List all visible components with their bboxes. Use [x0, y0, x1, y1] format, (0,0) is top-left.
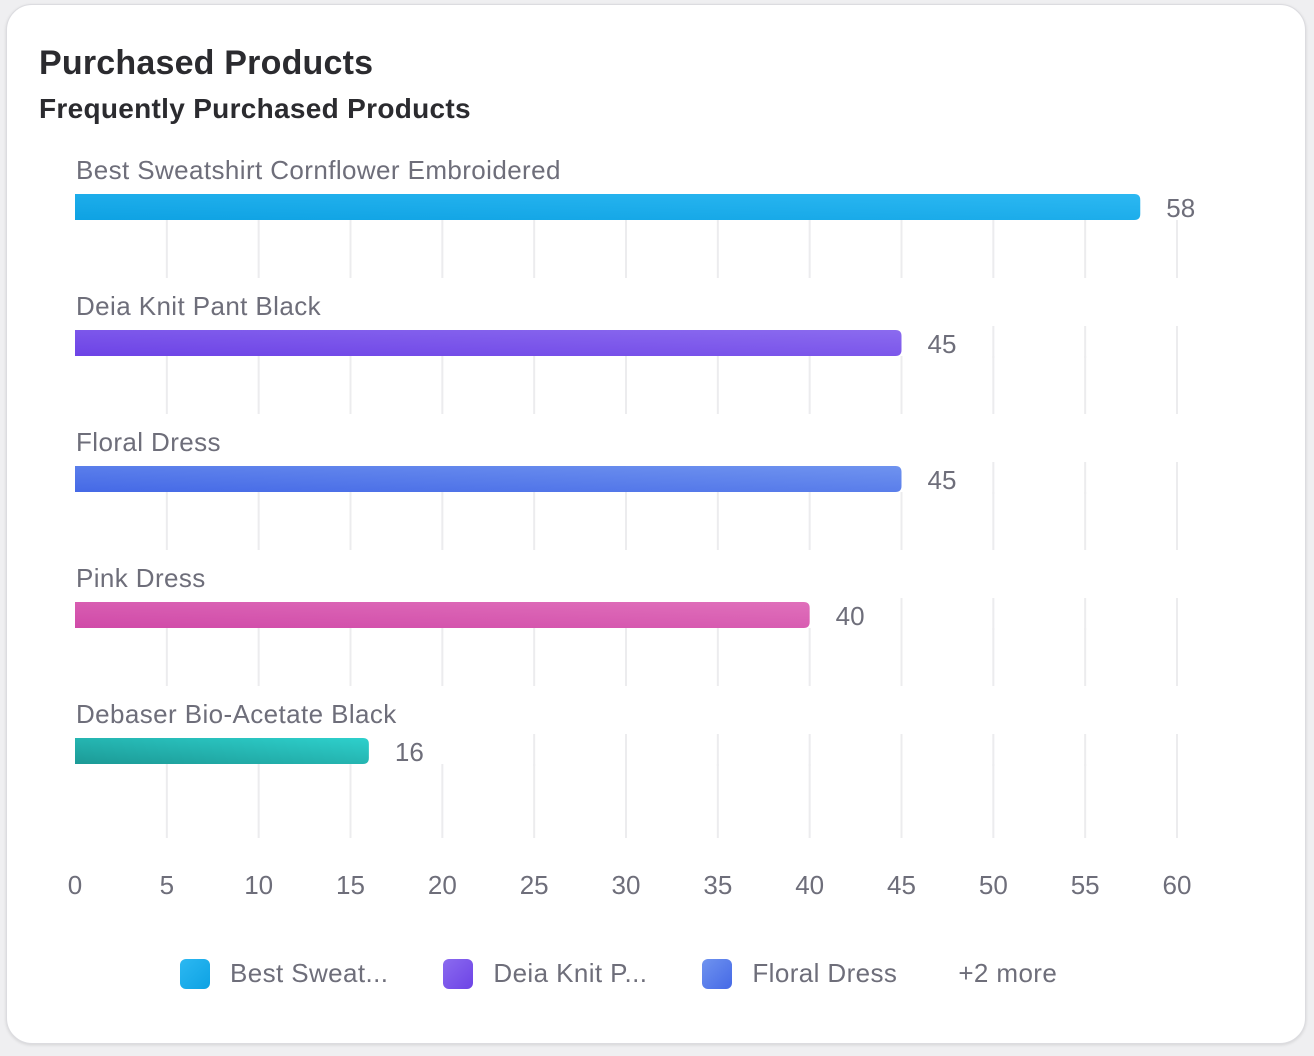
- chart-subtitle: Frequently Purchased Products: [39, 93, 471, 124]
- legend-swatch-1: [443, 958, 474, 989]
- category-label: Pink Dress: [76, 563, 206, 593]
- legend-label: Deia Knit P...: [493, 958, 648, 988]
- value-label: 45: [928, 465, 957, 495]
- value-label: 45: [928, 329, 957, 359]
- category-label: Floral Dress: [76, 427, 221, 457]
- bar[interactable]: [75, 194, 1141, 220]
- legend-item[interactable]: Deia Knit P...: [443, 958, 647, 989]
- x-tick-label: 60: [1163, 870, 1192, 900]
- x-tick-label: 15: [336, 870, 365, 900]
- legend-label: Floral Dress: [752, 958, 898, 988]
- x-tick-label: 40: [795, 870, 824, 900]
- legend-label: Best Sweat...: [230, 958, 389, 988]
- legend: Best Sweat... Deia Knit P... Floral Dres…: [180, 958, 1057, 989]
- x-tick-label: 50: [979, 870, 1008, 900]
- bar[interactable]: [75, 330, 902, 356]
- x-tick-label: 30: [612, 870, 641, 900]
- x-tick-label: 45: [887, 870, 916, 900]
- value-label: 16: [395, 737, 424, 767]
- bars: [75, 194, 1141, 764]
- x-tick-label: 10: [244, 870, 273, 900]
- x-tick-label: 20: [428, 870, 457, 900]
- x-tick-label: 5: [160, 870, 174, 900]
- purchased-products-card: [6, 4, 1306, 1044]
- x-tick-label: 25: [520, 870, 549, 900]
- x-tick-label: 35: [703, 870, 732, 900]
- value-label: 58: [1166, 193, 1195, 223]
- value-label: 40: [836, 601, 865, 631]
- x-tick-label: 55: [1071, 870, 1100, 900]
- bar[interactable]: [75, 466, 902, 492]
- grid-lines: [165, 220, 1178, 838]
- bar[interactable]: [75, 738, 369, 764]
- legend-more-button[interactable]: +2 more: [958, 958, 1058, 988]
- category-label: Deia Knit Pant Black: [76, 291, 322, 321]
- category-label: Best Sweatshirt Cornflower Embroidered: [76, 155, 561, 185]
- bar[interactable]: [75, 602, 810, 628]
- legend-swatch-0: [180, 958, 210, 989]
- category-label: Debaser Bio-Acetate Black: [76, 699, 397, 729]
- x-axis-ticks: 5 10 15 20 25 30 35 40 45 50 55 60 0: [68, 870, 1192, 900]
- value-labels: 58 45 45 40 16: [395, 193, 1195, 767]
- x-tick-label: 0: [68, 870, 82, 900]
- legend-swatch-2: [702, 958, 733, 989]
- legend-item[interactable]: Floral Dress: [702, 958, 897, 989]
- card-title: Purchased Products: [39, 44, 374, 82]
- bar-chart: Best Sweatshirt Cornflower Embroidered De…: [68, 155, 1195, 900]
- category-labels: Best Sweatshirt Cornflower Embroidered De…: [76, 155, 561, 729]
- legend-item[interactable]: Best Sweat...: [180, 958, 388, 989]
